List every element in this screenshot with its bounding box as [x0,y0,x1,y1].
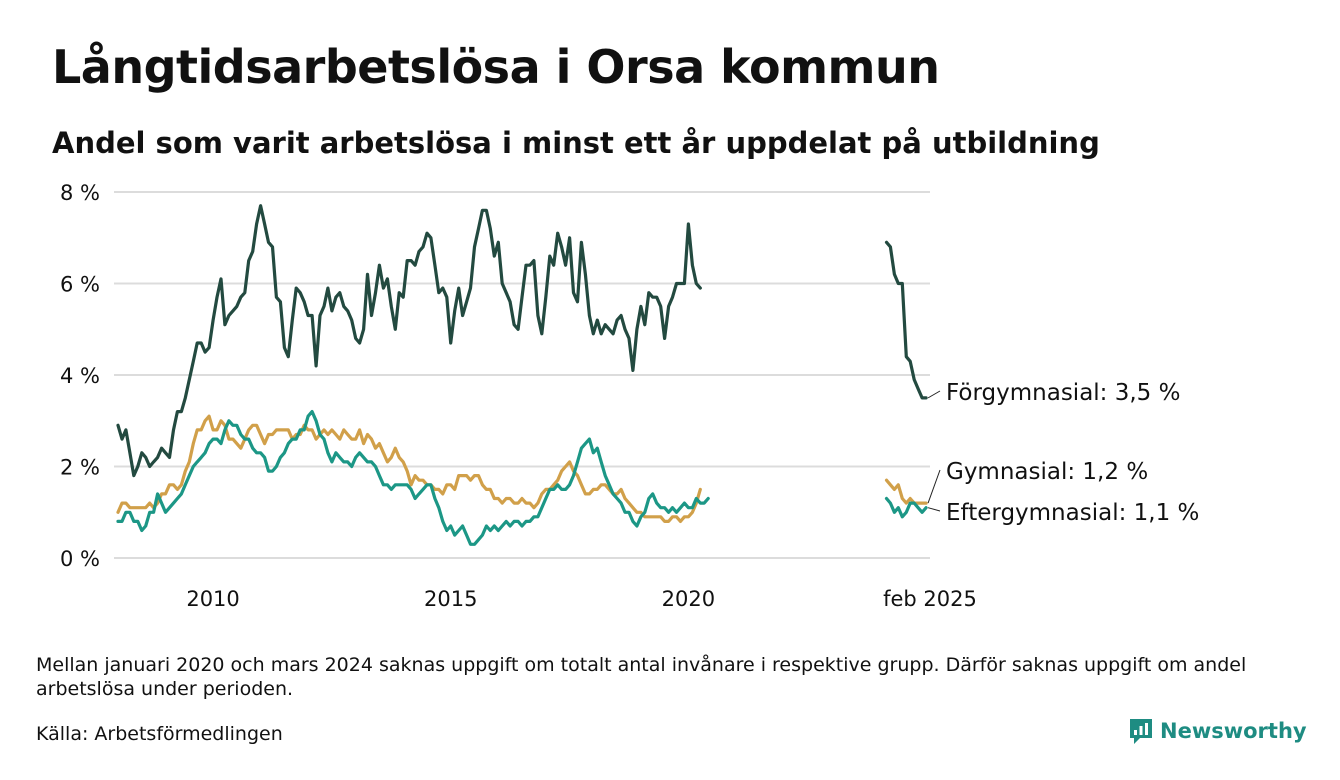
line-chart: 0 % 2 % 4 % 6 % 8 % 2010 2015 2020 feb 2025 För… [60,181,1199,611]
x-tick-label: 2015 [424,587,477,611]
footnote: Mellan januari 2020 och mars 2024 saknas… [36,654,1247,700]
series-line-eftergymnasial [884,496,928,519]
brand-name: Newsworthy [1160,719,1307,743]
x-axis: 2010 2015 2020 feb 2025 [186,587,977,611]
x-tick-label: 2010 [186,587,239,611]
y-axis: 0 % 2 % 4 % 6 % 8 % [60,181,100,571]
y-tick-label: 0 % [60,547,100,571]
series-line-förgymnasial [884,240,928,400]
y-tick-label: 8 % [60,181,100,205]
chart-subtitle: Andel som varit arbetslösa i minst ett å… [52,126,1100,160]
x-tick-label: 2020 [662,587,715,611]
series-line-eftergymnasial [116,410,710,546]
label-leader-line [927,507,941,512]
label-leader-line [927,469,941,504]
newsworthy-logo-icon [1130,719,1152,744]
y-tick-label: 6 % [60,273,100,297]
gridlines [114,191,930,559]
series-end-label: Eftergymnasial: 1,1 % [946,500,1199,526]
y-tick-label: 2 % [60,456,100,480]
series-end-labels: Förgymnasial: 3,5 % Gymnasial: 1,2 % Efter… [927,380,1199,526]
series-end-label: Gymnasial: 1,2 % [946,459,1148,485]
source-text: Källa: Arbetsförmedlingen [36,723,283,745]
brand-logo: Newsworthy [1128,716,1307,746]
series-line-gymnasial [116,414,702,524]
label-leader-line [927,390,941,399]
chart-title: Långtidsarbetslösa i Orsa kommun [52,40,940,94]
series-line-förgymnasial [116,204,702,478]
series-line-gymnasial [884,478,928,505]
series-end-label: Förgymnasial: 3,5 % [946,380,1180,406]
series-lines [116,204,928,546]
x-tick-label: feb 2025 [883,587,977,611]
y-tick-label: 4 % [60,364,100,388]
